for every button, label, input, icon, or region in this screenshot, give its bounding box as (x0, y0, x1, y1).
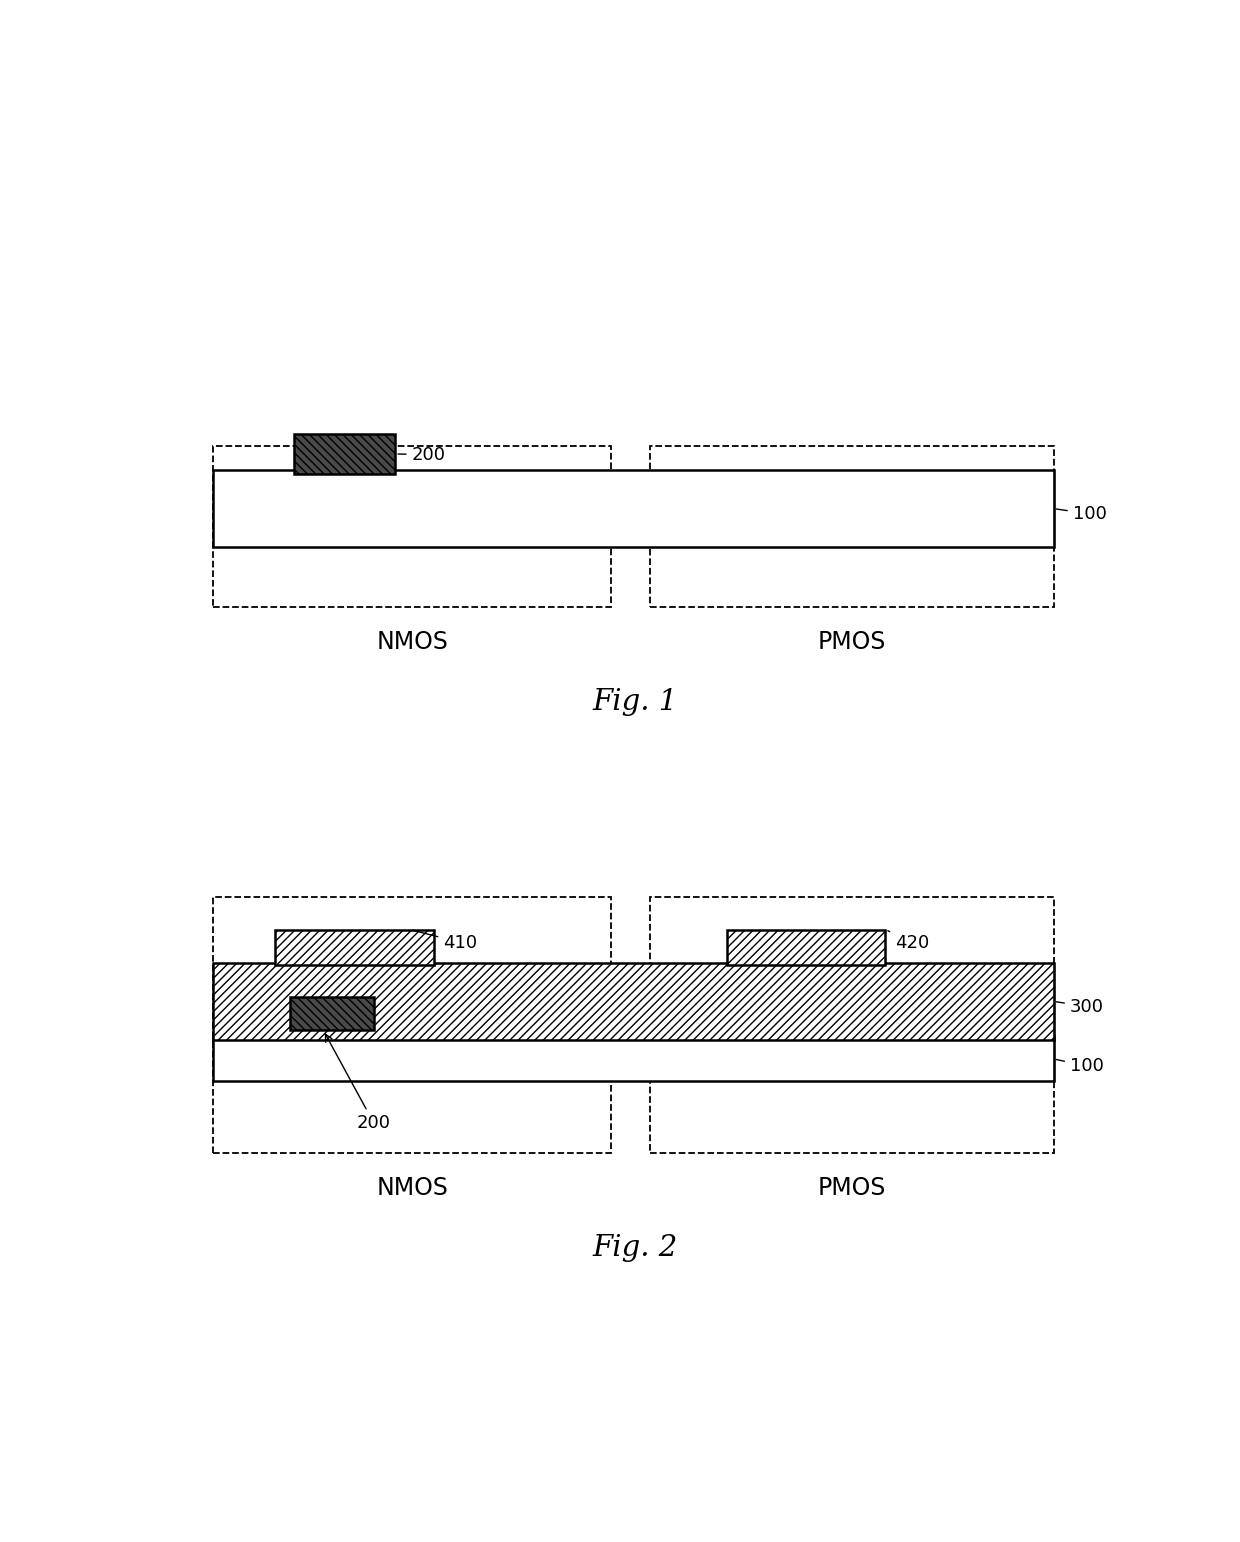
Text: 410: 410 (413, 930, 477, 951)
Bar (213, 470, 1054, 547)
Text: Fig. 1: Fig. 1 (593, 688, 678, 715)
Bar (213, 897, 611, 1153)
Text: NMOS: NMOS (377, 1177, 449, 1200)
Bar (650, 897, 1054, 1153)
Text: 200: 200 (398, 446, 445, 464)
Text: PMOS: PMOS (817, 631, 885, 654)
Bar (294, 435, 396, 473)
Text: 100: 100 (1056, 504, 1106, 523)
Text: 300: 300 (1056, 998, 1104, 1016)
Bar (213, 446, 611, 606)
Bar (213, 962, 1054, 1039)
Bar (213, 1036, 1054, 1081)
Bar (290, 998, 374, 1030)
Bar (727, 930, 885, 965)
Text: NMOS: NMOS (377, 631, 449, 654)
Text: 100: 100 (1056, 1058, 1104, 1075)
Text: Fig. 2: Fig. 2 (593, 1234, 678, 1261)
Text: 420: 420 (888, 931, 929, 951)
Bar (275, 930, 434, 965)
Text: 200: 200 (325, 1035, 391, 1132)
Bar (650, 446, 1054, 606)
Text: PMOS: PMOS (817, 1177, 885, 1200)
